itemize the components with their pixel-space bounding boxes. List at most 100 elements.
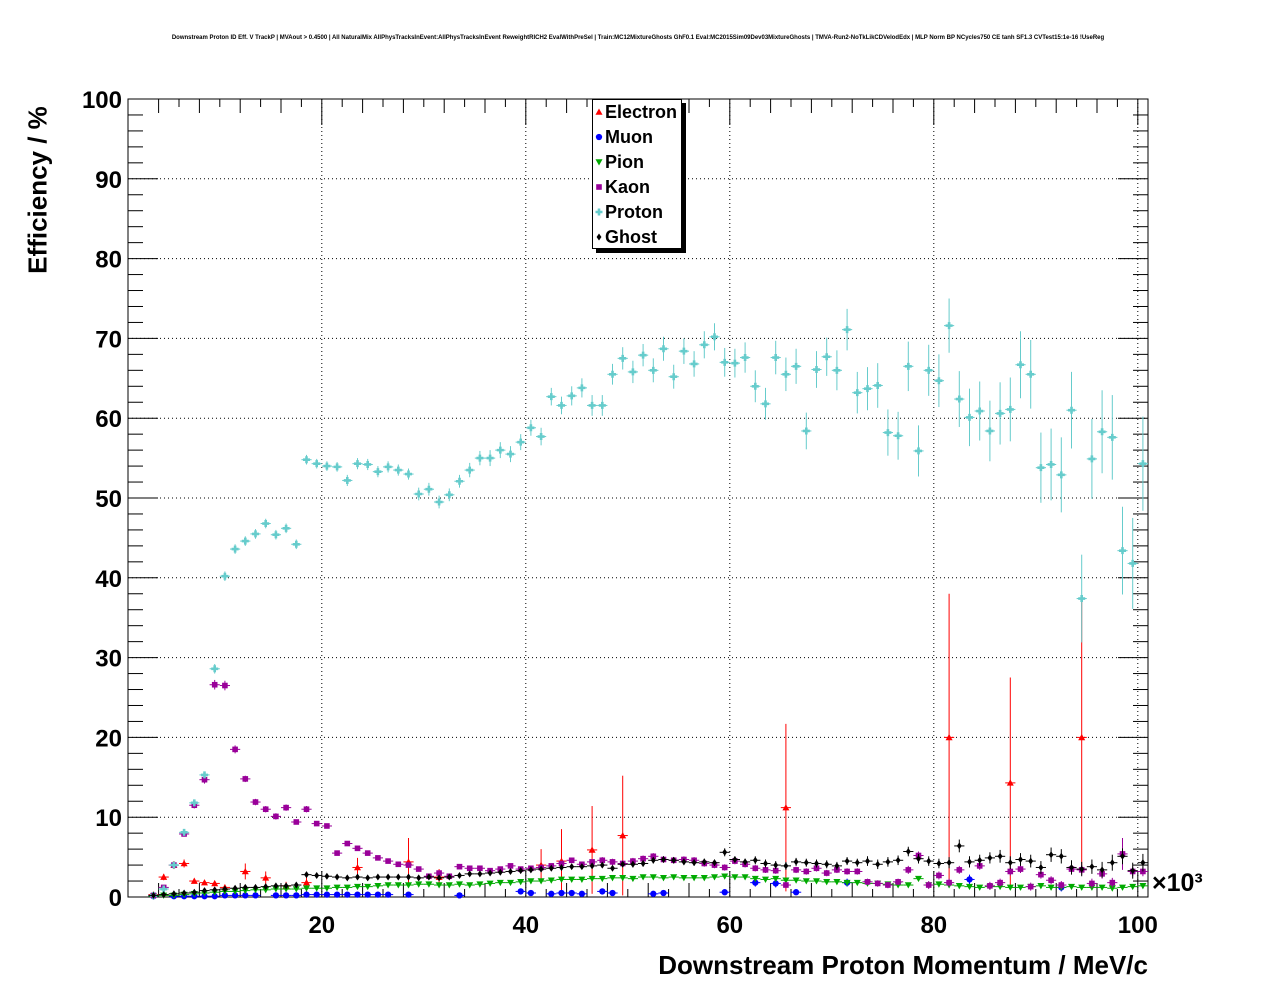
point-kaon [1015,865,1026,874]
point-proton [638,343,649,367]
data-point [588,846,596,853]
point-pion [403,882,414,889]
data-point [1120,852,1125,860]
data-point [915,447,922,455]
data-point [650,853,657,860]
point-proton [485,450,496,467]
data-point [151,891,156,899]
point-ghost [383,873,394,881]
point-proton [1025,339,1036,409]
data-point [1007,868,1014,875]
data-point [711,333,718,341]
data-point [211,879,219,887]
point-ghost [372,873,383,881]
data-point [595,159,603,166]
point-kaon [403,862,414,868]
data-point [1119,547,1126,555]
x-axis-label: Downstream Proton Momentum / MeV/c [658,950,1148,980]
data-point [445,491,453,499]
point-pion [311,885,322,892]
data-point [273,813,279,820]
data-point [1058,852,1064,860]
point-proton [831,350,842,391]
data-point [915,875,922,883]
data-point [813,366,820,374]
point-ghost [597,861,608,869]
data-point [253,883,258,891]
data-point [456,863,463,870]
data-point [792,889,800,896]
data-point [649,874,657,881]
point-electron [944,593,955,882]
data-point [293,819,300,825]
data-point [252,892,259,899]
data-point [1057,471,1065,479]
data-point [823,879,831,886]
point-ghost [1107,854,1118,871]
point-kaon [413,866,424,872]
data-point [232,746,238,753]
point-pion [964,883,975,891]
point-pion [689,875,700,882]
point-ghost [393,873,404,881]
data-point [843,326,851,334]
data-point [1017,866,1024,872]
data-point [945,733,953,741]
data-point [201,879,208,886]
point-proton [576,378,587,398]
data-point [1006,405,1014,413]
data-point [343,476,351,484]
point-proton [332,462,343,472]
point-pion [821,879,832,886]
data-point [885,858,891,866]
data-point [1017,361,1024,369]
point-ghost [189,888,200,896]
point-muon [301,891,312,898]
data-point [354,460,361,468]
data-point [843,879,851,887]
point-ghost [903,846,914,857]
point-pion [709,874,720,881]
data-point [241,867,249,875]
point-proton [240,536,251,546]
data-point [416,874,422,882]
data-point [589,862,595,870]
point-proton [311,458,322,469]
data-point [202,887,207,895]
point-pion [1127,883,1138,891]
data-point [486,880,494,887]
point-ghost [250,883,261,891]
point-kaon [352,845,363,852]
point-pion [627,875,638,883]
point-kaon [230,745,241,754]
point-pion [434,882,445,889]
data-point [834,867,840,873]
point-proton [617,347,628,370]
point-ghost [770,861,781,870]
point-proton [882,409,893,456]
data-point [537,433,545,441]
data-point [528,866,534,874]
point-muon [454,892,465,899]
point-proton [372,466,383,478]
data-point [578,876,586,883]
point-pion [719,873,730,880]
point-kaon [1056,881,1067,890]
data-point [1129,883,1137,891]
data-point [456,477,463,485]
point-kaon [393,861,404,868]
data-point [547,393,555,401]
data-point [596,184,602,190]
point-kaon [209,679,220,690]
legend-label: Kaon [605,177,650,197]
data-point [354,845,361,852]
point-proton [944,298,955,353]
data-point [579,863,585,871]
point-ghost [556,863,567,871]
data-point [945,322,953,330]
data-point [1108,885,1116,892]
data-point [925,366,933,374]
point-pion [413,881,424,888]
point-proton [954,371,965,427]
data-point [588,875,596,883]
